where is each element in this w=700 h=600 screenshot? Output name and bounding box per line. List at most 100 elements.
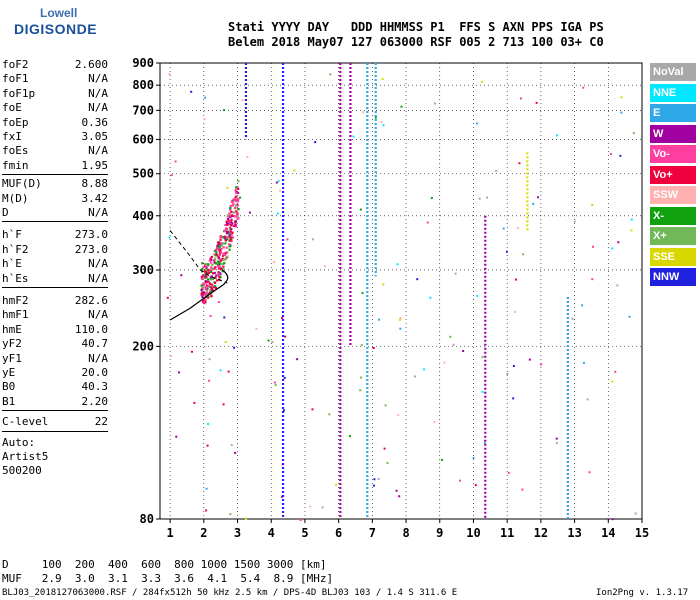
noise-point [611,247,614,250]
trace-point [204,294,207,297]
noise-point [433,420,436,423]
trace-point [218,275,221,279]
trace-point [235,191,238,195]
trace-point [205,284,209,287]
legend-item-x-: X- [650,206,696,225]
noise-point [277,180,280,183]
legend-item-vo-: Vo- [650,145,696,163]
trace-point [206,278,210,281]
noise-point [619,154,622,157]
trace-point [226,251,229,254]
trace-point [204,282,207,285]
param-row-d6: B0 40.3 [2,380,108,394]
noise-point [512,364,515,367]
trace-point [204,268,208,271]
trace-point [228,248,231,251]
trace-point [215,279,219,282]
noise-point [224,341,227,344]
param-key: h`Es [2,271,29,285]
noise-point [374,116,377,119]
noise-point [472,456,475,459]
trace-point [235,211,238,214]
param-row-d0: hmF2 282.6 [2,294,108,308]
noise-point [395,489,398,492]
noise-point [528,358,531,361]
noise-point [611,380,614,383]
trace-point [207,285,210,288]
trace-point [210,261,213,264]
trace-point [221,257,224,261]
trace-point [231,231,234,234]
noise-point [309,505,312,508]
trace-point [205,292,209,295]
trace-point [202,299,205,302]
legend-item-e: E [650,104,696,122]
trace-point [206,271,209,274]
noise-point [227,370,230,373]
trace-point [229,237,232,240]
trace-point [204,276,208,279]
param-value: 2.20 [81,394,109,408]
trace-point [210,255,213,259]
trace-point [204,270,208,273]
trace-point [209,285,212,289]
trace-point [234,199,237,203]
noise-point [293,169,296,172]
noise-point [217,301,220,304]
header-values: Belem 2018 May07 127 063000 RSF 005 2 71… [228,35,604,49]
noise-point [203,118,206,121]
trace-point [230,228,233,231]
noise-point [540,363,543,366]
trace-point [221,254,225,257]
param-key: M(D) [2,191,29,205]
trace-point [229,204,232,208]
noise-point [208,379,211,382]
trace-point [231,222,234,225]
noise-point [516,227,519,230]
trace-point [222,265,225,268]
noise-point [382,283,385,286]
noise-point [519,97,522,100]
param-value: 20.0 [81,366,109,379]
trace-point [200,284,203,287]
noise-point [582,86,585,89]
trace-point [225,246,228,249]
trace-point [224,252,227,255]
param-key: B0 [2,380,16,394]
param-value: 8.88 [81,177,109,191]
footer-file-info: BLJ03_2018127063000.RSF / 284fx512h 50 k… [2,588,458,598]
param-row-d4: yF1 N/A [2,352,108,366]
noise-point [219,369,222,372]
noise-point [429,296,432,299]
trace-point [204,280,207,283]
trace-point [236,191,240,195]
noise-point [452,343,455,346]
trace-point [201,262,204,265]
trace-point [201,269,204,272]
trace-point [221,242,225,245]
noise-point [588,471,591,474]
param-row-d5: yE 20.0 [2,366,108,380]
trace-point [216,247,219,250]
trace-point [218,253,221,257]
param-row-d1: hmF1 N/A [2,308,108,322]
x-tick-label: 12 [534,526,548,540]
trace-point [218,265,221,268]
noise-point [502,227,505,230]
trace-point [226,255,229,258]
noise-point [426,221,429,224]
noise-point [416,278,419,281]
trace-point [215,274,218,277]
trace-point [204,300,207,304]
y-tick-label: 800 [132,78,154,92]
noise-point [223,316,226,319]
trace-point [236,186,239,189]
noise-point [314,141,317,144]
noise-point [205,509,208,512]
noise-point [286,238,289,241]
noise-point [535,101,538,104]
param-key: foF1p [2,86,36,100]
trace-point [202,301,205,304]
param-row-5: fxI 3.05 [2,130,108,144]
noise-point [209,314,212,317]
